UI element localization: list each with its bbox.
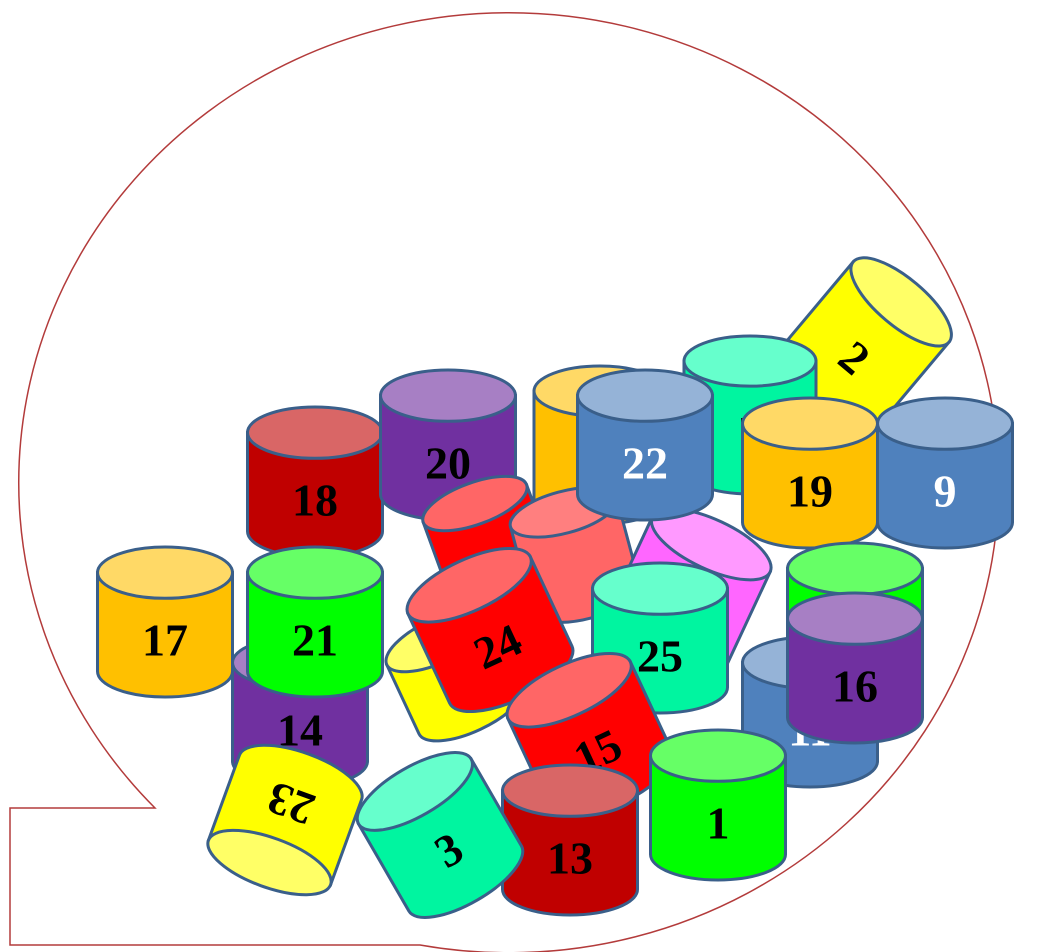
cylinder: 18	[248, 407, 383, 557]
cylinder: 1	[651, 730, 786, 880]
cylinder-label: 20	[425, 438, 471, 489]
cylinder-top	[248, 407, 383, 458]
cylinder-label: 13	[547, 833, 593, 884]
cylinder-label: 25	[637, 631, 683, 682]
cylinder-top	[381, 370, 516, 421]
cylinder-label: 16	[832, 661, 878, 712]
cylinder-label: 18	[292, 475, 338, 526]
cylinder: 17	[98, 547, 233, 697]
cylinder-top	[98, 547, 233, 598]
cylinder-top	[578, 370, 713, 421]
cylinder: 13	[503, 765, 638, 915]
cylinder-top	[684, 336, 816, 386]
cylinder: 19	[743, 398, 878, 548]
cylinder-top	[651, 730, 786, 781]
cylinder-top	[248, 547, 383, 598]
cylinder-top	[593, 563, 728, 614]
cylinder-label: 17	[142, 615, 188, 666]
cylinder-top	[788, 593, 923, 644]
cylinder-label: 1	[707, 798, 730, 849]
cylinder: 22	[578, 370, 713, 520]
cylinder-top	[743, 398, 878, 449]
cylinder-top	[503, 765, 638, 816]
cylinder-label: 19	[787, 466, 833, 517]
cylinder-top	[878, 398, 1013, 449]
cylinder: 16	[788, 593, 923, 743]
cylinder: 9	[878, 398, 1013, 548]
cylinder-label: 22	[622, 438, 668, 489]
cylinder-label: 9	[934, 466, 957, 517]
cylinder: 21	[248, 547, 383, 697]
cylinder-top	[788, 543, 923, 594]
scene: 271820221991714212411251615113323	[0, 0, 1045, 952]
cylinder-label: 21	[292, 615, 338, 666]
